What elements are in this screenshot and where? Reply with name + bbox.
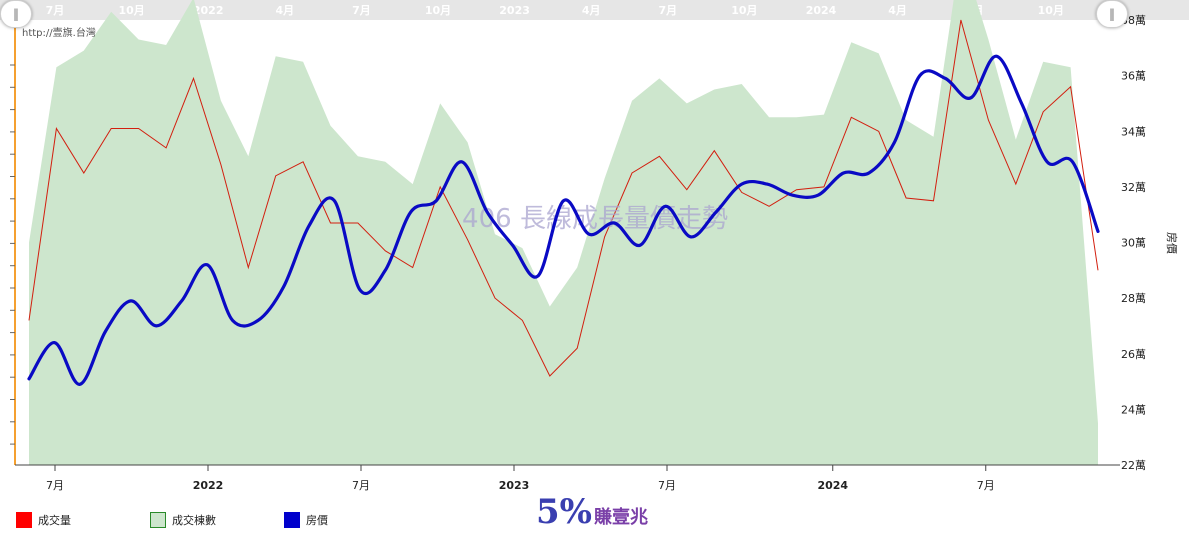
y-tick-label: 36萬 [1121, 70, 1146, 83]
grip-icon: ‖ [1109, 7, 1115, 21]
x-tick-label: 7月 [46, 479, 64, 492]
x-axis-ticks: 7月 2022 7月 2023 7月 2024 7月 [46, 465, 995, 492]
y-tick-label: 28萬 [1121, 292, 1146, 305]
x-tick-label: 2022 [193, 479, 224, 492]
x-tick-label: 7月 [658, 479, 676, 492]
chart-watermark: 406 長線成長量價走勢 [462, 204, 728, 234]
navigator-right-handle[interactable]: ‖ [1096, 0, 1128, 28]
x-tick-label: 7月 [352, 479, 370, 492]
volume-line [28, 19, 1099, 377]
navigator-left-handle[interactable]: ‖ [0, 0, 32, 28]
grip-icon: ‖ [13, 7, 19, 21]
navigator-label: 10月 [118, 4, 144, 17]
y-tick-label: 34萬 [1121, 125, 1146, 138]
navigator-label: 2024 [806, 4, 837, 17]
legend-item-listings[interactable]: 成交棟數 [150, 512, 216, 528]
navigator-label: 7月 [658, 4, 677, 17]
listings-area [29, 0, 1098, 465]
price-line [27, 54, 1100, 386]
y-tick-label: 32萬 [1121, 181, 1146, 194]
navigator-label: 2022 [193, 4, 224, 17]
x-tick-label: 7月 [977, 479, 995, 492]
brand-percent: 5% [536, 492, 592, 532]
y-tick-label: 24萬 [1121, 403, 1146, 416]
legend-swatch-listings [150, 512, 166, 528]
plot-area: 406 長線成長量價走勢 [27, 0, 1100, 465]
navigator-bar[interactable] [0, 0, 1189, 20]
legend-swatch-price [284, 512, 300, 528]
source-url: http://壹旗.台灣 [22, 28, 96, 39]
navigator-label: 4月 [582, 4, 601, 17]
navigator-label: 4月 [275, 4, 294, 17]
brand-name: 賺壹兆 [593, 507, 648, 528]
navigator-label: 2023 [499, 4, 530, 17]
navigator-label: 10月 [731, 4, 757, 17]
legend-label: 成交量 [38, 514, 71, 527]
left-axis-ticks [10, 64, 15, 445]
x-tick-label: 2024 [817, 479, 848, 492]
navigator-label: 7月 [352, 4, 371, 17]
y-tick-label: 26萬 [1121, 348, 1146, 361]
right-axis-title: 房價 [1165, 232, 1179, 254]
navigator-label: 10月 [1038, 4, 1064, 17]
y-tick-label: 22萬 [1121, 459, 1146, 472]
navigator-label: 4月 [888, 4, 907, 17]
brand-logo: 5% 賺壹兆 [536, 492, 648, 532]
x-tick-label: 2023 [499, 479, 530, 492]
legend-item-price[interactable]: 房價 [284, 512, 328, 528]
legend-label: 成交棟數 [172, 514, 216, 527]
legend-label: 房價 [306, 514, 328, 527]
legend-item-volume[interactable]: 成交量 [16, 512, 71, 528]
navigator-label: 10月 [425, 4, 451, 17]
y-tick-label: 30萬 [1121, 237, 1146, 250]
legend-swatch-volume [16, 512, 32, 528]
navigator-label: 7月 [46, 4, 65, 17]
